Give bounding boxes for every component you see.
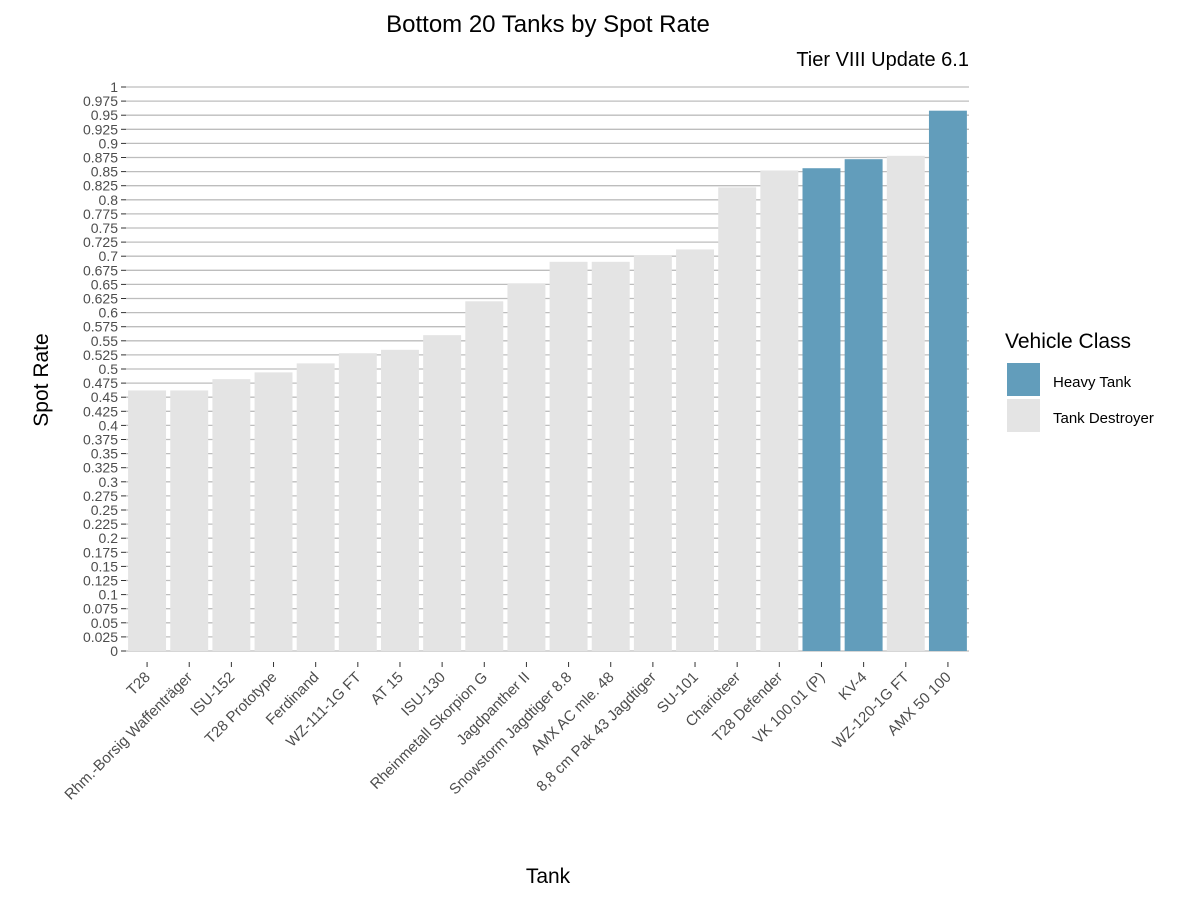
- bar: [633, 255, 672, 651]
- x-tick-label: WZ-111-1G FT: [283, 669, 365, 751]
- y-tick-label: 0.1: [99, 587, 119, 603]
- bar: [465, 301, 504, 651]
- y-tick-label: 0.275: [83, 488, 118, 504]
- bar: [170, 390, 209, 651]
- chart-subtitle: Tier VIII Update 6.1: [796, 49, 969, 71]
- bars: [128, 110, 967, 652]
- y-tick-label: 0.2: [99, 530, 119, 546]
- bar: [591, 261, 630, 651]
- y-axis-title: Spot Rate: [30, 333, 53, 426]
- y-tick-label: 0.75: [91, 220, 118, 236]
- y-tick-label: 0.375: [83, 432, 118, 448]
- y-tick-label: 0.925: [83, 121, 118, 137]
- bar: [423, 335, 462, 651]
- y-tick-label: 0.525: [83, 347, 118, 363]
- bar: [844, 159, 883, 651]
- y-tick-label: 0.325: [83, 460, 118, 476]
- y-tick-label: 0.8: [99, 192, 119, 208]
- y-tick-label: 0.95: [91, 107, 118, 123]
- y-tick-label: 0.625: [83, 291, 118, 307]
- bar: [212, 379, 251, 651]
- y-tick-label: 0.7: [99, 248, 119, 264]
- bar: [676, 249, 714, 651]
- x-tick-label: Jagdpanther II: [453, 669, 533, 749]
- y-tick-label: 0.125: [83, 573, 118, 589]
- legend-label-tank-destroyer: Tank Destroyer: [1053, 410, 1154, 427]
- y-tick-label: 0.675: [83, 262, 118, 278]
- bar: [760, 170, 799, 652]
- y-tick-label: 0.45: [91, 389, 118, 405]
- legend-swatch-heavy-tank: [1007, 363, 1040, 396]
- y-tick-label: 0.05: [91, 615, 118, 631]
- bar: [549, 261, 588, 651]
- legend: Vehicle Class Heavy Tank Tank Destroyer: [1005, 330, 1154, 432]
- bar: [928, 110, 967, 652]
- bar: [381, 349, 419, 651]
- y-tick-label: 0.975: [83, 93, 118, 109]
- y-tick-label: 1: [110, 79, 118, 95]
- y-tick-label: 0.225: [83, 516, 118, 532]
- y-tick-label: 0.3: [99, 474, 119, 490]
- x-tick-label: AT 15: [367, 669, 406, 708]
- y-tick-label: 0.35: [91, 446, 118, 462]
- y-tick-label: 0.775: [83, 206, 118, 222]
- x-tick-label: KV-4: [835, 669, 870, 704]
- bar: [802, 168, 841, 651]
- legend-label-heavy-tank: Heavy Tank: [1053, 374, 1132, 391]
- y-tick-label: 0.25: [91, 502, 118, 518]
- y-tick-label: 0: [110, 643, 118, 659]
- y-tick-label: 0.85: [91, 164, 118, 180]
- bar: [254, 372, 293, 651]
- x-tick-label: T28: [124, 669, 154, 699]
- y-tick-label: 0.15: [91, 558, 118, 574]
- bar: [718, 187, 757, 651]
- y-tick-label: 0.175: [83, 544, 118, 560]
- y-tick-label: 0.55: [91, 333, 118, 349]
- chart-title: Bottom 20 Tanks by Spot Rate: [386, 11, 710, 38]
- y-tick-label: 0.5: [99, 361, 119, 377]
- y-tick-label: 0.025: [83, 629, 118, 645]
- y-tick-label: 0.725: [83, 234, 118, 250]
- y-tick-label: 0.65: [91, 276, 118, 292]
- y-tick-label: 0.6: [99, 305, 119, 321]
- bar: [338, 353, 377, 651]
- bar: [128, 390, 167, 651]
- bar: [296, 363, 335, 651]
- y-tick-label: 0.825: [83, 178, 118, 194]
- y-tick-label: 0.9: [99, 135, 119, 151]
- y-tick-label: 0.475: [83, 375, 118, 391]
- bar: [507, 283, 546, 651]
- y-tick-label: 0.875: [83, 150, 118, 166]
- y-tick-label: 0.4: [99, 417, 119, 433]
- y-axis-ticks: 00.0250.050.0750.10.1250.150.1750.20.225…: [83, 79, 126, 659]
- legend-swatch-tank-destroyer: [1007, 399, 1040, 432]
- legend-title: Vehicle Class: [1005, 330, 1131, 353]
- y-tick-label: 0.075: [83, 601, 118, 617]
- y-tick-label: 0.575: [83, 319, 118, 335]
- bar: [886, 155, 925, 652]
- x-axis-title: Tank: [526, 865, 571, 888]
- y-tick-label: 0.425: [83, 403, 118, 419]
- gridlines: [126, 86, 969, 652]
